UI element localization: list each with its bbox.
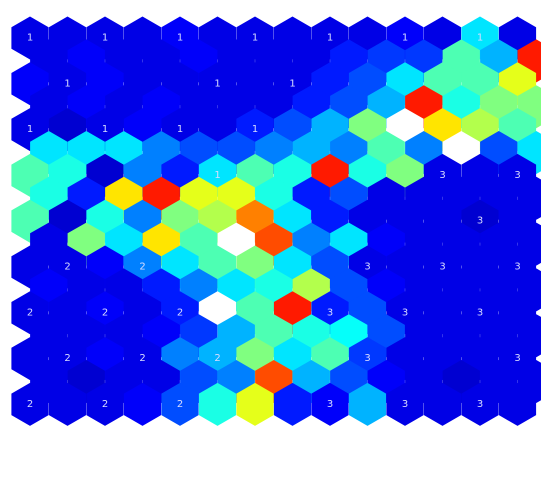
hex-cell-r16-c5 — [198, 382, 237, 426]
cluster-label-11: 1 — [102, 124, 108, 135]
cluster-label-30: 2 — [139, 353, 145, 364]
cluster-label-36: 2 — [177, 399, 183, 410]
cluster-label-1: 1 — [102, 33, 108, 44]
cluster-label-12: 1 — [177, 124, 183, 135]
cluster-label-22: 3 — [514, 262, 520, 273]
cluster-label-28: 3 — [477, 307, 483, 318]
hex-cell-r16-c10 — [386, 382, 424, 426]
cluster-label-10: 1 — [27, 124, 33, 135]
hex-cells — [11, 16, 541, 426]
hex-cell-r16-c8 — [311, 382, 349, 426]
cluster-label-7: 1 — [64, 78, 70, 89]
hex-cell-r16-c12 — [461, 382, 499, 426]
cluster-label-13: 1 — [252, 124, 258, 135]
hex-cell-r16-c0 — [11, 382, 49, 426]
cluster-label-31: 2 — [214, 353, 220, 364]
cluster-label-0: 1 — [27, 33, 33, 44]
cluster-label-26: 3 — [327, 307, 333, 318]
cluster-label-16: 3 — [514, 170, 520, 181]
cluster-label-23: 2 — [27, 307, 33, 318]
cluster-label-19: 2 — [139, 262, 145, 273]
cluster-label-29: 2 — [64, 353, 70, 364]
cluster-label-24: 2 — [102, 307, 108, 318]
cluster-label-20: 3 — [364, 262, 370, 273]
hex-cell-r16-c7 — [273, 382, 312, 426]
hex-cell-r16-c2 — [86, 382, 124, 426]
cluster-label-2: 1 — [177, 33, 183, 44]
hex-cell-r16-c9 — [348, 382, 387, 426]
hex-cell-r16-c1 — [48, 382, 87, 426]
cluster-label-39: 3 — [477, 399, 483, 410]
hex-cell-r16-c4 — [161, 382, 199, 426]
cluster-label-21: 3 — [439, 262, 445, 273]
cluster-label-27: 3 — [402, 307, 408, 318]
cluster-label-5: 1 — [402, 33, 408, 44]
cluster-label-3: 1 — [252, 33, 258, 44]
cluster-label-34: 2 — [27, 399, 33, 410]
cell-labels: 1 1 1 1 1 1 1 1 1 1 1 1 1 1 1 3 3 3 2 2 3 3 3 2 2 2 3 3 3 2 2 2 3 3 2 2 2 3 3 3 — [27, 33, 521, 410]
cluster-label-32: 3 — [364, 353, 370, 364]
cluster-label-18: 2 — [64, 262, 70, 273]
cluster-label-15: 3 — [439, 170, 445, 181]
cluster-label-37: 3 — [327, 399, 333, 410]
cluster-label-4: 1 — [327, 33, 333, 44]
cluster-label-9: 1 — [289, 78, 295, 89]
hex-cell-r16-c13 — [498, 382, 537, 426]
cluster-label-25: 2 — [177, 307, 183, 318]
cluster-label-17: 3 — [477, 216, 483, 227]
hex-cell-r16-c6 — [236, 382, 274, 426]
cluster-label-35: 2 — [102, 399, 108, 410]
hex-cell-r16-c3 — [123, 382, 162, 426]
cluster-label-33: 3 — [514, 353, 520, 364]
hex-cell-r16-c11 — [423, 382, 462, 426]
cluster-label-8: 1 — [214, 78, 220, 89]
cluster-label-38: 3 — [402, 399, 408, 410]
cluster-label-14: 1 — [214, 170, 220, 181]
cluster-label-6: 1 — [477, 33, 483, 44]
